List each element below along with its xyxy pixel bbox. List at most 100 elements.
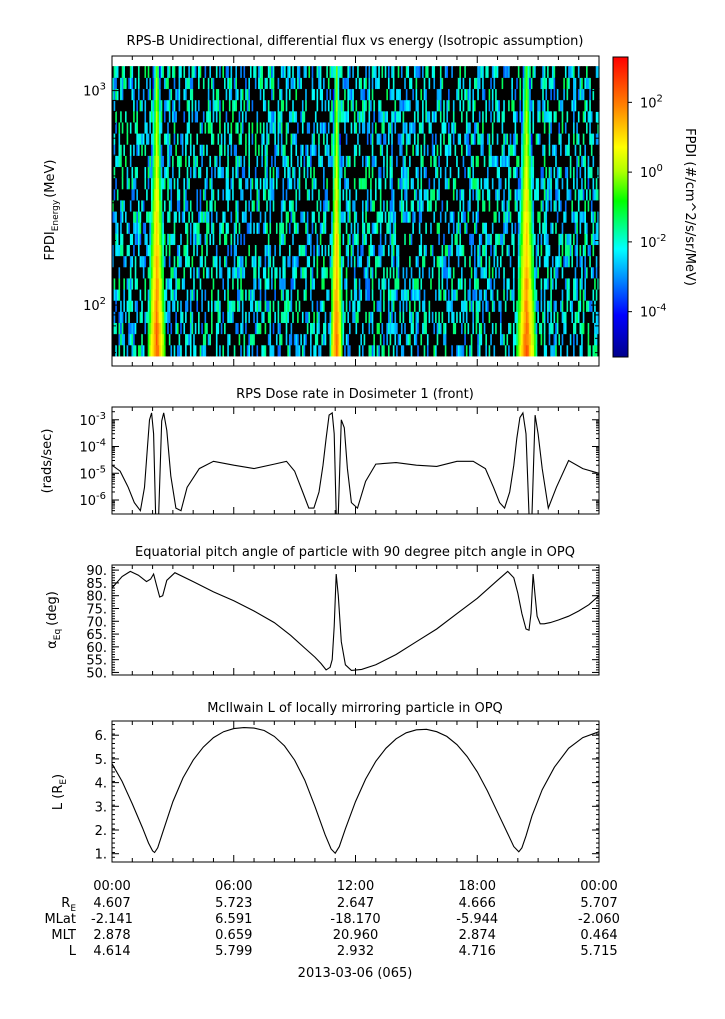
spectrogram-cell: [202, 277, 206, 290]
spectrogram-cell: [392, 322, 396, 335]
spectrogram-cell: [220, 244, 223, 257]
spectrogram-cell: [113, 333, 116, 346]
spectrogram-cell: [340, 222, 344, 234]
spectrogram-cell: [368, 311, 371, 324]
spectrogram-cell: [235, 188, 238, 201]
spectrogram-cell: [201, 188, 204, 201]
spectrogram-cell: [275, 166, 279, 179]
spectrogram-cell: [345, 244, 348, 257]
spectrogram-cell: [165, 233, 168, 246]
spectrogram-cell: [306, 199, 310, 212]
spectrogram-cell: [331, 244, 334, 257]
spectrogram-cell: [220, 166, 223, 179]
spectrogram-cell: [371, 121, 374, 134]
spectrogram-cell: [314, 222, 318, 234]
spectrogram-cell: [204, 144, 207, 156]
spectrogram-cell: [233, 121, 236, 134]
spectrogram-cell: [219, 277, 222, 290]
spectrogram-cell: [370, 121, 373, 134]
spectrogram-cell: [173, 88, 176, 101]
spectrogram-cell: [361, 166, 365, 179]
spectrogram-cell: [370, 266, 373, 279]
spectrogram-cell: [271, 88, 274, 101]
spectrogram-cell: [303, 110, 306, 123]
spectrogram-cell: [212, 177, 215, 190]
spectrogram-cell: [240, 144, 243, 156]
spectrogram-cell: [136, 66, 139, 78]
spectrogram-cell: [249, 77, 253, 90]
spectrogram-cell: [345, 233, 348, 246]
spectrogram-cell: [345, 121, 348, 134]
spectrogram-cell: [243, 177, 246, 190]
spectrogram-cell: [137, 288, 141, 301]
spectrogram-cell: [352, 244, 355, 257]
spectrogram-cell: [181, 300, 185, 312]
spectrogram-cell: [340, 288, 344, 301]
spectrogram-cell: [193, 333, 196, 346]
spectrogram-cell: [381, 121, 384, 134]
spectrogram-cell: [383, 133, 386, 145]
spectrogram-cell: [368, 277, 371, 290]
spectrogram-cell: [180, 266, 183, 279]
spectrogram-cell: [152, 166, 155, 179]
spectrogram-cell: [329, 144, 332, 156]
spectrogram-cell: [284, 233, 287, 246]
spectrogram-cell: [194, 177, 198, 190]
spectrogram-cell: [246, 188, 249, 201]
spectrogram-cell: [162, 222, 165, 234]
spectrogram-cell: [172, 266, 175, 279]
spectrogram-cell: [141, 166, 144, 179]
spectrogram-cell: [196, 333, 199, 346]
spectrogram-cell: [240, 66, 243, 78]
spectrogram-cell: [189, 244, 193, 257]
spectrogram-cell: [350, 277, 353, 290]
spectrogram-cell: [264, 199, 267, 212]
spectrogram-cell: [123, 322, 126, 335]
spectrogram-cell: [376, 288, 379, 301]
spectrogram-cell: [319, 233, 323, 246]
spectrogram-cell: [279, 188, 282, 201]
spectrogram-cell: [120, 288, 123, 301]
spectrogram-cell: [198, 110, 201, 123]
spectrogram-cell: [152, 222, 155, 234]
spectrogram-cell: [227, 66, 230, 78]
spectrogram-cell: [121, 133, 124, 145]
spectrogram-cell: [316, 233, 319, 246]
spectrogram-cell: [246, 88, 249, 101]
spectrogram-cell: [313, 333, 316, 346]
spectrogram-cell: [392, 333, 396, 346]
spectrogram-cell: [155, 322, 159, 335]
spectrogram-cell: [185, 288, 188, 301]
spectrogram-cell: [251, 144, 254, 156]
spectrogram-cell: [241, 344, 245, 357]
spectrogram-cell: [319, 166, 323, 179]
spectrogram-cell: [204, 333, 207, 346]
spectrogram-cell: [331, 188, 334, 201]
spectrogram-cell: [349, 300, 352, 312]
spectrogram-cell: [373, 166, 376, 179]
spectrogram-cell: [245, 199, 248, 212]
spectrogram-cell: [115, 255, 118, 268]
spectrogram-cell: [168, 188, 172, 201]
spectrogram-cell: [194, 300, 198, 312]
spectrogram-cell: [379, 333, 383, 346]
spectrogram-cell: [332, 77, 335, 90]
spectrogram-cell: [306, 211, 310, 223]
spectrogram-cell: [230, 300, 233, 312]
spectrogram-cell: [225, 288, 228, 301]
spectrogram-cell: [321, 277, 324, 290]
spectrogram-cell: [219, 110, 222, 123]
spectrogram-cell: [352, 233, 355, 246]
spectrogram-cell: [305, 300, 308, 312]
spectrogram-cell: [212, 233, 215, 246]
spectrogram-cell: [386, 222, 389, 234]
spectrogram-cell: [404, 266, 407, 279]
spectrogram-cell: [303, 300, 306, 312]
spectrogram-cell: [303, 255, 306, 268]
spectrogram-cell: [220, 211, 223, 223]
spectrogram-cell: [235, 66, 238, 78]
spectrogram-cell: [297, 255, 300, 268]
spectrogram-cell: [159, 110, 162, 123]
spectrogram-cell: [249, 322, 253, 335]
spectrogram-cell: [215, 199, 219, 212]
